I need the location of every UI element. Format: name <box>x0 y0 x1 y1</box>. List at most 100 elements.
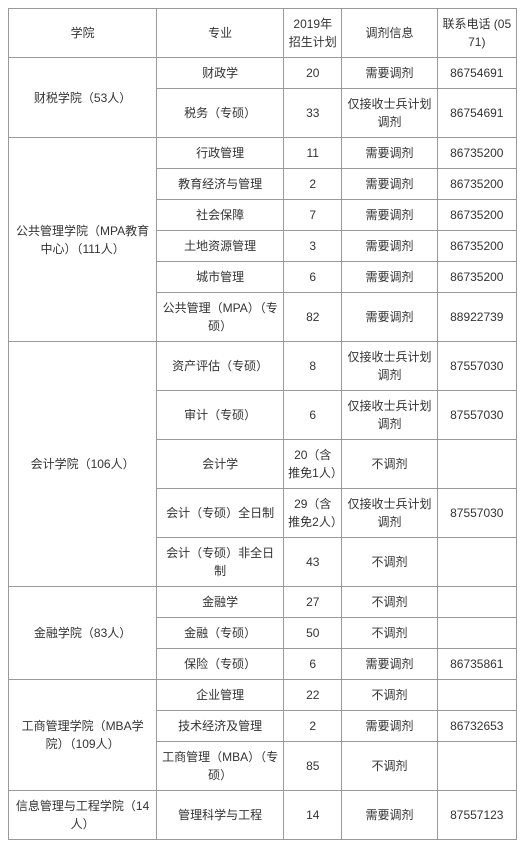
table-row: 金融学院（83人）金融学27不调剂 <box>9 587 517 618</box>
cell-phone <box>437 538 516 587</box>
cell-major: 财政学 <box>157 58 284 89</box>
cell-plan: 82 <box>284 293 342 342</box>
cell-plan: 7 <box>284 200 342 231</box>
cell-info: 不调剂 <box>342 680 437 711</box>
table-body: 财税学院（53人）财政学20需要调剂86754691税务（专硕）33仅接收士兵计… <box>9 58 517 840</box>
cell-info: 仅接收士兵计划调剂 <box>342 342 437 391</box>
cell-plan: 2 <box>284 711 342 742</box>
cell-phone: 86735200 <box>437 200 516 231</box>
cell-phone: 87557030 <box>437 391 516 440</box>
cell-phone <box>437 618 516 649</box>
header-major: 专业 <box>157 9 284 58</box>
cell-plan: 11 <box>284 138 342 169</box>
cell-plan: 20 <box>284 58 342 89</box>
cell-info: 不调剂 <box>342 440 437 489</box>
cell-school: 信息管理与工程学院（14人） <box>9 791 157 840</box>
cell-phone: 88922739 <box>437 293 516 342</box>
cell-plan: 3 <box>284 231 342 262</box>
cell-major: 审计（专硕） <box>157 391 284 440</box>
cell-info: 需要调剂 <box>342 231 437 262</box>
cell-major: 技术经济及管理 <box>157 711 284 742</box>
cell-plan: 27 <box>284 587 342 618</box>
cell-major: 资产评估（专硕） <box>157 342 284 391</box>
cell-info: 需要调剂 <box>342 138 437 169</box>
cell-phone <box>437 680 516 711</box>
cell-plan: 6 <box>284 262 342 293</box>
cell-major: 会计（专硕）全日制 <box>157 489 284 538</box>
cell-info: 不调剂 <box>342 742 437 791</box>
cell-school: 工商管理学院（MBA学院）（109人） <box>9 680 157 791</box>
cell-major: 会计学 <box>157 440 284 489</box>
table-header-row: 学院 专业 2019年招生计划 调剂信息 联系电话 (0571) <box>9 9 517 58</box>
cell-info: 不调剂 <box>342 618 437 649</box>
cell-info: 不调剂 <box>342 587 437 618</box>
cell-major: 土地资源管理 <box>157 231 284 262</box>
cell-info: 仅接收士兵计划调剂 <box>342 391 437 440</box>
table-row: 信息管理与工程学院（14人）管理科学与工程14需要调剂87557123 <box>9 791 517 840</box>
cell-plan: 22 <box>284 680 342 711</box>
cell-info: 需要调剂 <box>342 649 437 680</box>
cell-plan: 43 <box>284 538 342 587</box>
cell-major: 金融（专硕） <box>157 618 284 649</box>
table-row: 财税学院（53人）财政学20需要调剂86754691 <box>9 58 517 89</box>
cell-phone: 86735861 <box>437 649 516 680</box>
cell-major: 社会保障 <box>157 200 284 231</box>
cell-plan: 29（含推免2人） <box>284 489 342 538</box>
cell-plan: 6 <box>284 649 342 680</box>
cell-plan: 20（含推免1人） <box>284 440 342 489</box>
header-plan: 2019年招生计划 <box>284 9 342 58</box>
cell-phone: 87557123 <box>437 791 516 840</box>
cell-info: 需要调剂 <box>342 200 437 231</box>
cell-major: 企业管理 <box>157 680 284 711</box>
cell-info: 需要调剂 <box>342 293 437 342</box>
cell-phone <box>437 440 516 489</box>
cell-major: 教育经济与管理 <box>157 169 284 200</box>
cell-major: 城市管理 <box>157 262 284 293</box>
cell-phone <box>437 587 516 618</box>
cell-info: 需要调剂 <box>342 262 437 293</box>
cell-phone: 86735200 <box>437 262 516 293</box>
cell-phone: 86735200 <box>437 169 516 200</box>
cell-plan: 8 <box>284 342 342 391</box>
admissions-table: 学院 专业 2019年招生计划 调剂信息 联系电话 (0571) 财税学院（53… <box>8 8 517 840</box>
cell-info: 需要调剂 <box>342 58 437 89</box>
cell-plan: 2 <box>284 169 342 200</box>
cell-info: 需要调剂 <box>342 791 437 840</box>
table-row: 会计学院（106人）资产评估（专硕）8仅接收士兵计划调剂87557030 <box>9 342 517 391</box>
cell-info: 仅接收士兵计划调剂 <box>342 89 437 138</box>
cell-school: 财税学院（53人） <box>9 58 157 138</box>
cell-major: 公共管理（MPA）（专硕） <box>157 293 284 342</box>
cell-plan: 85 <box>284 742 342 791</box>
cell-info: 需要调剂 <box>342 169 437 200</box>
cell-major: 工商管理（MBA）（专硕） <box>157 742 284 791</box>
cell-major: 税务（专硕） <box>157 89 284 138</box>
header-info: 调剂信息 <box>342 9 437 58</box>
cell-phone: 86732653 <box>437 711 516 742</box>
cell-major: 金融学 <box>157 587 284 618</box>
cell-school: 会计学院（106人） <box>9 342 157 587</box>
header-school: 学院 <box>9 9 157 58</box>
cell-major: 保险（专硕） <box>157 649 284 680</box>
cell-major: 会计（专硕）非全日制 <box>157 538 284 587</box>
cell-phone: 87557030 <box>437 489 516 538</box>
table-row: 公共管理学院（MPA教育中心）（111人）行政管理11需要调剂86735200 <box>9 138 517 169</box>
cell-major: 行政管理 <box>157 138 284 169</box>
cell-info: 需要调剂 <box>342 711 437 742</box>
cell-plan: 14 <box>284 791 342 840</box>
cell-plan: 50 <box>284 618 342 649</box>
cell-phone: 86754691 <box>437 89 516 138</box>
cell-plan: 6 <box>284 391 342 440</box>
cell-school: 公共管理学院（MPA教育中心）（111人） <box>9 138 157 342</box>
header-phone: 联系电话 (0571) <box>437 9 516 58</box>
cell-phone: 86754691 <box>437 58 516 89</box>
cell-phone: 87557030 <box>437 342 516 391</box>
cell-plan: 33 <box>284 89 342 138</box>
table-row: 工商管理学院（MBA学院）（109人）企业管理22不调剂 <box>9 680 517 711</box>
cell-info: 不调剂 <box>342 538 437 587</box>
cell-school: 金融学院（83人） <box>9 587 157 680</box>
cell-info: 仅接收士兵计划调剂 <box>342 489 437 538</box>
cell-phone: 86735200 <box>437 138 516 169</box>
cell-phone <box>437 742 516 791</box>
cell-major: 管理科学与工程 <box>157 791 284 840</box>
cell-phone: 86735200 <box>437 231 516 262</box>
